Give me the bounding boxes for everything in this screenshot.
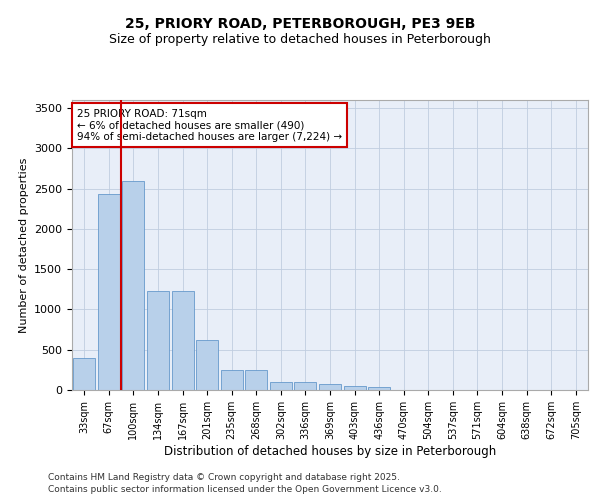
Text: Size of property relative to detached houses in Peterborough: Size of property relative to detached ho… [109,32,491,46]
X-axis label: Distribution of detached houses by size in Peterborough: Distribution of detached houses by size … [164,444,496,458]
Bar [122,180,145,390]
Bar [147,291,169,390]
Bar [368,387,390,390]
Bar [270,382,292,390]
Bar [295,382,316,390]
Text: 25 PRIORY ROAD: 71sqm
← 6% of detached houses are smaller (490)
94% of semi-deta: 25 PRIORY ROAD: 71sqm ← 6% of detached h… [77,108,342,142]
Bar [172,291,194,390]
Bar [245,370,268,390]
Bar [73,358,95,390]
Bar [221,370,243,390]
Y-axis label: Number of detached properties: Number of detached properties [19,158,29,332]
Bar [344,386,365,390]
Text: 25, PRIORY ROAD, PETERBOROUGH, PE3 9EB: 25, PRIORY ROAD, PETERBOROUGH, PE3 9EB [125,18,475,32]
Bar [196,340,218,390]
Text: Contains HM Land Registry data © Crown copyright and database right 2025.: Contains HM Land Registry data © Crown c… [48,472,400,482]
Bar [319,384,341,390]
Bar [98,194,120,390]
Text: Contains public sector information licensed under the Open Government Licence v3: Contains public sector information licen… [48,485,442,494]
